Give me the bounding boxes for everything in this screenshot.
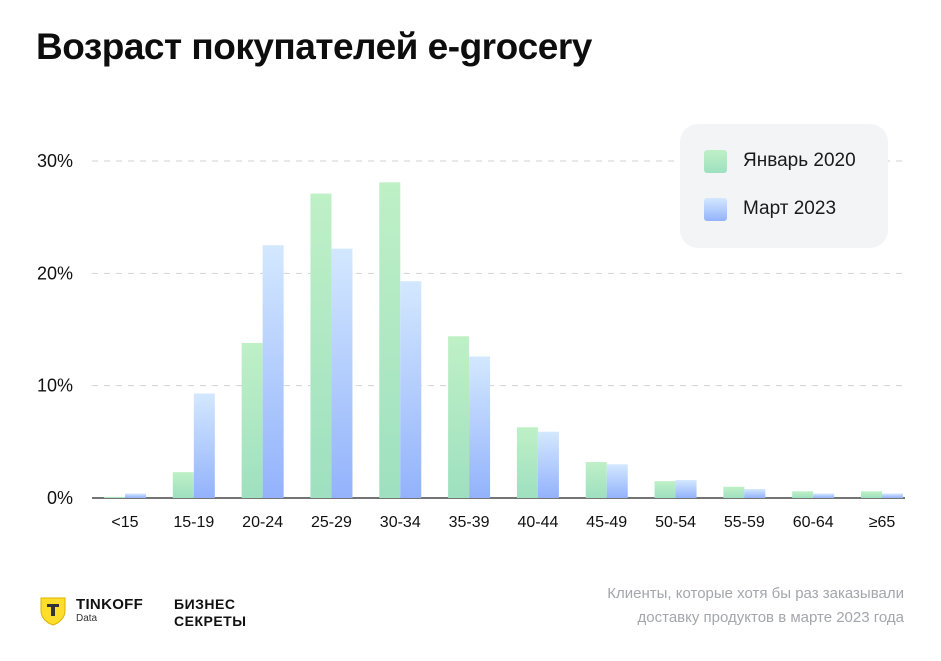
- footnote-line-2: доставку продуктов в марте 2023 года: [637, 609, 904, 626]
- bar-jan-2020: [861, 491, 882, 498]
- biznes-sekrety-logo: БИЗНЕС СЕКРЕТЫ: [174, 596, 246, 630]
- y-tick-label: 30%: [37, 151, 73, 171]
- bar-mar-2023: [400, 281, 422, 498]
- tinkoff-data-logo: TINKOFF Data: [36, 594, 143, 628]
- bar-mar-2023: [675, 480, 697, 498]
- chart-bars: [104, 182, 903, 499]
- legend-swatch-mar-2023: [704, 197, 727, 221]
- bar-mar-2023: [193, 393, 215, 498]
- x-tick-label: 35-39: [449, 514, 490, 531]
- x-tick-label: 60-64: [793, 514, 834, 531]
- bs-logo-line-2: СЕКРЕТЫ: [174, 613, 247, 629]
- bs-logo-line-1: БИЗНЕС: [174, 596, 236, 612]
- y-tick-label: 20%: [37, 263, 73, 283]
- chart-title: Возраст покупателей e-grocery: [36, 26, 592, 67]
- bar-jan-2020: [516, 427, 538, 498]
- bar-jan-2020: [723, 486, 745, 498]
- legend-label-mar-2023: Март 2023: [743, 198, 837, 219]
- bar-mar-2023: [262, 245, 284, 498]
- legend-label-jan-2020: Январь 2020: [743, 150, 856, 171]
- bar-mar-2023: [125, 493, 146, 498]
- bar-jan-2020: [310, 193, 332, 498]
- x-tick-label: 45-49: [586, 514, 627, 531]
- tinkoff-logo-name: TINKOFF: [76, 596, 144, 613]
- legend-swatch-jan-2020: [704, 149, 727, 173]
- bar-jan-2020: [654, 481, 676, 498]
- x-tick-label: 25-29: [311, 514, 352, 531]
- bar-mar-2023: [882, 493, 903, 498]
- footnote: Клиенты, которые хотя бы раз заказывали …: [544, 582, 904, 630]
- x-tick-label: ≥65: [869, 514, 896, 531]
- footnote-line-1: Клиенты, которые хотя бы раз заказывали: [607, 585, 904, 602]
- x-tick-label: 40-44: [517, 514, 558, 531]
- legend-item-jan-2020: Январь 2020: [704, 148, 856, 174]
- bar-mar-2023: [813, 493, 835, 498]
- bar-jan-2020: [585, 462, 607, 498]
- chart-legend: Январь 2020 Март 2023: [680, 124, 888, 248]
- bar-jan-2020: [448, 336, 470, 498]
- bar-jan-2020: [172, 472, 194, 498]
- x-tick-label: 15-19: [173, 514, 214, 531]
- x-tick-label: 50-54: [655, 514, 696, 531]
- bar-mar-2023: [606, 464, 628, 498]
- bar-mar-2023: [331, 248, 353, 498]
- bar-jan-2020: [241, 342, 263, 498]
- y-tick-label: 0%: [47, 488, 73, 508]
- tinkoff-logo-sub: Data: [76, 613, 98, 624]
- bar-mar-2023: [537, 431, 559, 498]
- bar-jan-2020: [379, 182, 401, 499]
- y-tick-label: 10%: [37, 376, 73, 396]
- x-axis-ticks: <15 15-19 20-24 25-29 30-34 35-39 40-44 45-49 50…: [111, 514, 895, 531]
- legend-item-mar-2023: Март 2023: [704, 196, 836, 222]
- y-axis-ticks: 0% 10% 20% 30%: [37, 151, 73, 508]
- bar-jan-2020: [104, 496, 125, 498]
- x-tick-label: <15: [111, 514, 138, 531]
- x-tick-label: 55-59: [724, 514, 765, 531]
- bar-jan-2020: [792, 491, 814, 498]
- bar-mar-2023: [744, 489, 766, 498]
- x-tick-label: 30-34: [380, 514, 421, 531]
- bar-mar-2023: [469, 356, 491, 498]
- x-tick-label: 20-24: [242, 514, 283, 531]
- tinkoff-shield-icon: [40, 597, 66, 626]
